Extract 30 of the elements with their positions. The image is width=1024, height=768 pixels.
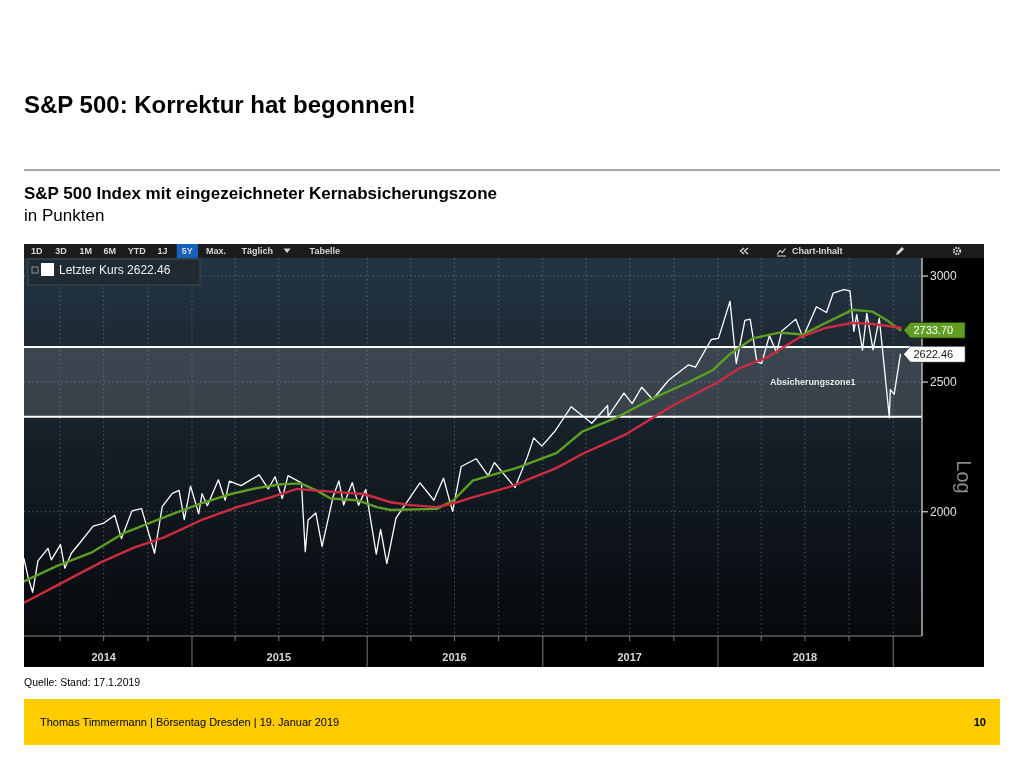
text: 1J <box>157 246 168 257</box>
x-tick-label: 2014 <box>91 651 117 663</box>
text: Max. <box>206 246 227 257</box>
source-note: Quelle: Stand: 17.1.2019 <box>24 676 141 688</box>
chart-subtitle: S&P 500 Index mit eingezeichneter Kernabsicherungszone <box>24 184 498 203</box>
x-tick-label: 2016 <box>442 651 467 663</box>
chart-title: S&P 500: Korrektur hat begonnen! <box>24 91 416 118</box>
text: Tabelle <box>309 246 340 257</box>
text: 1M <box>79 246 92 257</box>
text: 3D <box>55 246 68 257</box>
text: in Punkten <box>24 206 105 225</box>
text: 1D <box>31 246 44 257</box>
data-label: 2622.46 <box>913 348 954 361</box>
y-tick-label: 2500 <box>930 375 958 390</box>
text: Täglich <box>241 246 273 257</box>
y-tick-label: 2000 <box>930 504 958 519</box>
data-label: 2733.70 <box>913 323 954 336</box>
x-tick-label: 2015 <box>266 651 292 663</box>
text: Chart-Inhalt <box>792 246 843 257</box>
text: YTD <box>127 246 147 257</box>
text: 10 <box>973 716 986 728</box>
y-tick-label: 3000 <box>930 269 958 284</box>
legend-label: Letzter Kurs 2622.46 <box>59 263 171 278</box>
text: 6M <box>103 246 117 257</box>
text: Thomas Timmermann | Börsentag Dresden | 19. Januar 2019 <box>40 716 340 728</box>
y-axis-title: Log <box>953 460 975 494</box>
x-tick-label: 2017 <box>617 651 642 663</box>
x-tick-label: 2018 <box>792 651 818 663</box>
text: 5Y <box>181 246 193 257</box>
band-label: Absicherungszone1 <box>770 377 856 388</box>
